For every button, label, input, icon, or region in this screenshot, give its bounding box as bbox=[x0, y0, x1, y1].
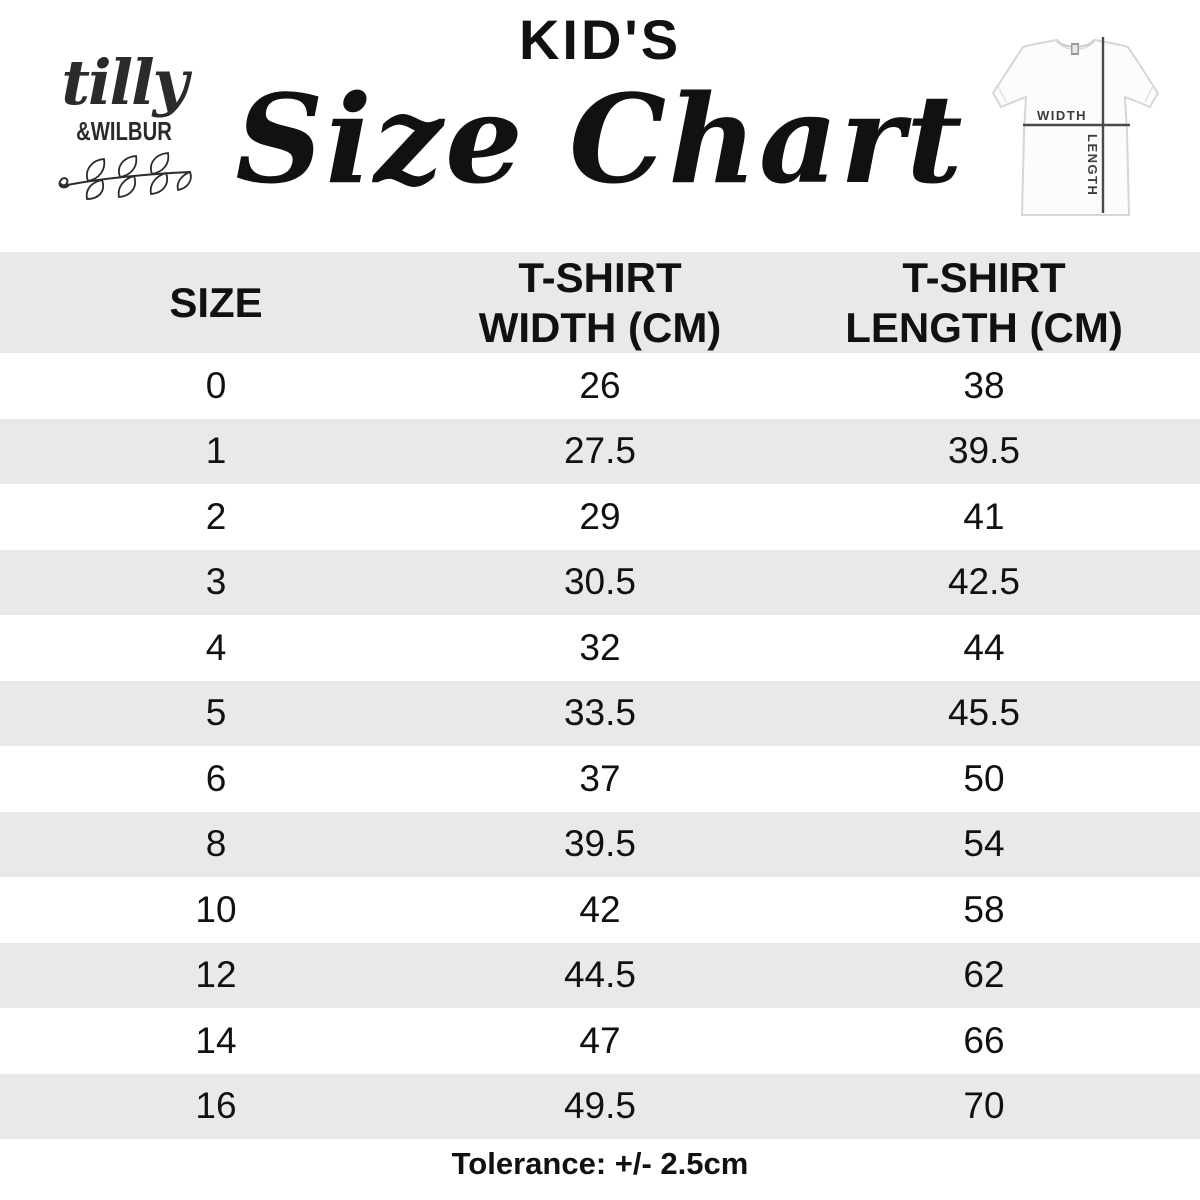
size-table: SIZE T-SHIRT WIDTH (CM) T-SHIRT LENGTH (… bbox=[0, 252, 1200, 1139]
length-label: LENGTH bbox=[1085, 134, 1100, 196]
table-row: 12 44.5 62 bbox=[0, 942, 1200, 1008]
table-row: 2 29 41 bbox=[0, 484, 1200, 550]
length-cell: 58 bbox=[963, 888, 1005, 930]
width-cell: 44.5 bbox=[563, 954, 636, 996]
size-cell: 5 bbox=[205, 692, 227, 734]
width-cell: 32 bbox=[579, 626, 621, 668]
size-cell: 8 bbox=[205, 823, 227, 865]
width-cell: 37 bbox=[579, 757, 621, 799]
length-cell: 50 bbox=[963, 757, 1005, 799]
width-cell: 42 bbox=[579, 888, 621, 930]
table-row: 16 49.5 70 bbox=[0, 1073, 1200, 1139]
width-label: WIDTH bbox=[1037, 108, 1087, 123]
size-cell: 16 bbox=[195, 1085, 237, 1127]
table-row: 3 30.5 42.5 bbox=[0, 549, 1200, 615]
size-cell: 3 bbox=[205, 561, 227, 603]
table-row: 4 32 44 bbox=[0, 615, 1200, 681]
size-cell: 6 bbox=[205, 757, 227, 799]
table-row: 10 42 58 bbox=[0, 877, 1200, 943]
length-cell: 41 bbox=[963, 495, 1005, 537]
kicker-title: KID'S bbox=[518, 8, 682, 71]
table-row: 14 47 66 bbox=[0, 1008, 1200, 1074]
table-header-row: SIZE T-SHIRT WIDTH (CM) T-SHIRT LENGTH (… bbox=[0, 252, 1200, 353]
table-row: 1 27.5 39.5 bbox=[0, 418, 1200, 484]
length-cell: 66 bbox=[963, 1019, 1005, 1061]
length-cell: 70 bbox=[963, 1085, 1005, 1127]
length-cell: 62 bbox=[963, 954, 1005, 996]
column-header-width: T-SHIRT WIDTH (CM) bbox=[478, 253, 722, 351]
size-cell: 12 bbox=[195, 954, 237, 996]
table-row: 6 37 50 bbox=[0, 746, 1200, 812]
tshirt-measurement-diagram: WIDTH LENGTH bbox=[991, 37, 1160, 216]
length-cell: 39.5 bbox=[947, 430, 1020, 472]
length-cell: 38 bbox=[963, 364, 1005, 406]
table-row: 8 39.5 54 bbox=[0, 811, 1200, 877]
table-row: 5 33.5 45.5 bbox=[0, 680, 1200, 746]
size-cell: 0 bbox=[205, 364, 227, 406]
column-header-size: SIZE bbox=[169, 278, 263, 326]
width-cell: 49.5 bbox=[563, 1085, 636, 1127]
page-title: Size Chart bbox=[235, 67, 965, 211]
laurel-branch-icon bbox=[58, 152, 192, 200]
size-cell: 2 bbox=[205, 495, 227, 537]
tshirt-body bbox=[991, 38, 1160, 216]
brand-name-script: tilly bbox=[61, 46, 188, 119]
width-cell: 33.5 bbox=[563, 692, 636, 734]
size-cell: 1 bbox=[205, 430, 227, 472]
table-row: 0 26 38 bbox=[0, 353, 1200, 419]
size-cell: 10 bbox=[195, 888, 237, 930]
brand-name-caps: &WILBUR bbox=[76, 116, 172, 146]
width-cell: 39.5 bbox=[563, 823, 636, 865]
width-cell: 47 bbox=[579, 1019, 621, 1061]
width-cell: 30.5 bbox=[563, 561, 636, 603]
header: tilly &WILBUR bbox=[0, 0, 1200, 252]
width-cell: 29 bbox=[579, 495, 621, 537]
width-cell: 26 bbox=[579, 364, 621, 406]
width-cell: 27.5 bbox=[563, 430, 636, 472]
tolerance-note: Tolerance: +/- 2.5cm bbox=[451, 1146, 749, 1181]
brand-logo: tilly &WILBUR bbox=[44, 44, 204, 200]
column-header-length: T-SHIRT LENGTH (CM) bbox=[845, 253, 1123, 351]
length-cell: 54 bbox=[963, 823, 1005, 865]
size-cell: 4 bbox=[205, 626, 227, 668]
length-cell: 45.5 bbox=[947, 692, 1020, 734]
length-cell: 42.5 bbox=[947, 561, 1020, 603]
size-cell: 14 bbox=[195, 1019, 237, 1061]
size-table-body: 0 26 38 1 27.5 39.5 2 29 41 3 30.5 42.5 4 32 44 5 33.5 45… bbox=[0, 353, 1200, 1139]
length-cell: 44 bbox=[963, 626, 1005, 668]
